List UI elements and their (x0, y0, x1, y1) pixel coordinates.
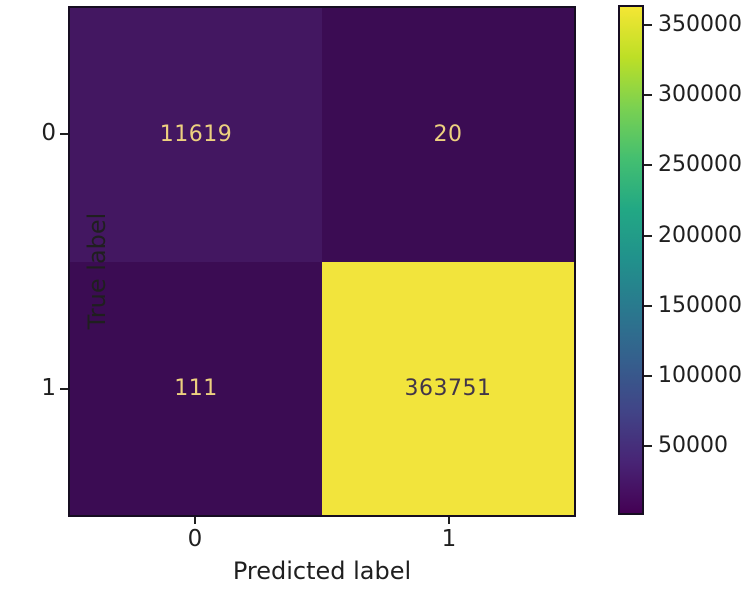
colorbar (618, 5, 644, 515)
cell-value-true0-pred0: 11619 (159, 122, 233, 148)
x-axis-label: Predicted label (232, 557, 412, 585)
colorbar-tick-label-350000: 350000 (658, 12, 742, 37)
colorbar-tick-mark-150000 (644, 305, 652, 307)
heatmap-axes: 11619 20 111 363751 True label (68, 6, 576, 517)
colorbar-tick-label-250000: 250000 (658, 152, 742, 177)
colorbar-tick-label-300000: 300000 (658, 82, 742, 107)
x-tick-mark-1 (448, 517, 450, 524)
cell-true1-pred0: 111 (70, 261, 322, 515)
cell-value-true1-pred1: 363751 (404, 375, 492, 401)
x-tick-label-1: 1 (441, 526, 457, 552)
cell-true0-pred1: 20 (322, 8, 574, 262)
colorbar-tick-label-100000: 100000 (658, 363, 742, 388)
y-tick-mark-1 (60, 388, 68, 390)
x-tick-mark-0 (194, 517, 196, 524)
colorbar-tick-mark-350000 (644, 24, 652, 26)
colorbar-tick-label-50000: 50000 (658, 433, 728, 458)
x-tick-label-0: 0 (187, 526, 203, 552)
cell-true0-pred0: 11619 (70, 8, 322, 262)
colorbar-tick-label-150000: 150000 (658, 293, 742, 318)
colorbar-tick-mark-100000 (644, 375, 652, 377)
y-tick-label-1: 1 (41, 375, 56, 401)
cell-true1-pred1: 363751 (322, 261, 574, 515)
colorbar-tick-mark-250000 (644, 164, 652, 166)
y-tick-mark-0 (60, 133, 68, 135)
heatmap-cells: 11619 20 111 363751 (70, 8, 574, 515)
cell-value-true0-pred1: 20 (433, 122, 463, 148)
cell-value-true1-pred0: 111 (174, 375, 218, 401)
colorbar-tick-mark-50000 (644, 445, 652, 447)
colorbar-tick-mark-300000 (644, 94, 652, 96)
colorbar-tick-mark-200000 (644, 235, 652, 237)
y-tick-label-0: 0 (41, 120, 56, 146)
colorbar-tick-label-200000: 200000 (658, 223, 742, 248)
y-axis-label: True label (83, 212, 111, 330)
